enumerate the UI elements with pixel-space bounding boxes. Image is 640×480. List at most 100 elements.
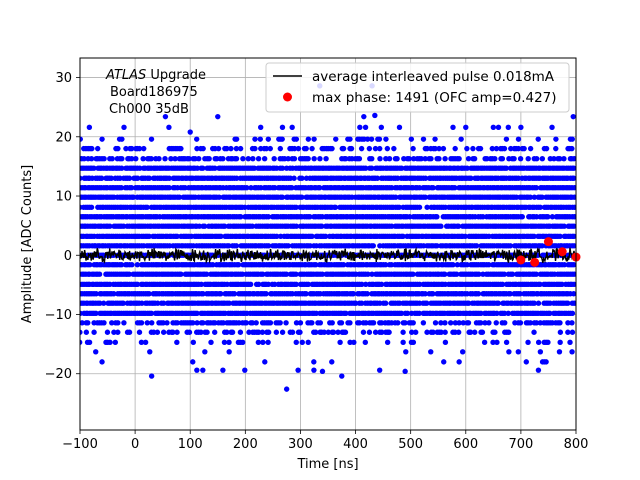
sample-point	[156, 156, 162, 162]
sample-point	[393, 194, 399, 200]
sample-point	[240, 339, 246, 346]
sample-point	[362, 339, 369, 346]
sample-point	[438, 320, 444, 326]
sample-point	[135, 175, 141, 181]
sample-point	[293, 223, 300, 229]
sample-point	[313, 310, 320, 317]
sample-point	[477, 145, 484, 152]
sample-point	[495, 124, 502, 131]
sample-point	[335, 329, 341, 335]
sample-point	[289, 329, 296, 335]
sample-point	[378, 124, 385, 131]
sample-point	[565, 320, 571, 326]
max-phase-point	[530, 257, 540, 267]
sample-point	[495, 300, 502, 306]
sample-point	[174, 339, 180, 346]
sample-point	[218, 233, 224, 239]
sample-point	[319, 223, 325, 229]
sample-point	[481, 339, 488, 346]
sample-point	[178, 271, 184, 277]
sample-point	[279, 329, 286, 335]
sample-point	[472, 329, 478, 335]
sample-point	[88, 204, 95, 210]
sample-point	[561, 262, 568, 268]
sample-point	[321, 329, 327, 335]
sample-point	[255, 329, 262, 335]
sample-point	[422, 291, 428, 297]
sample-point	[535, 339, 542, 346]
sample-point	[376, 367, 383, 373]
sample-point	[220, 320, 226, 326]
sample-point	[365, 271, 371, 277]
sample-point	[239, 271, 246, 277]
y-tick-label: 20	[55, 130, 72, 145]
sample-point	[279, 124, 286, 131]
sample-point	[376, 136, 383, 142]
sample-point	[447, 320, 454, 326]
sample-point	[422, 175, 429, 181]
sample-point	[368, 136, 375, 142]
sample-point	[136, 329, 143, 335]
sample-point	[386, 156, 393, 162]
sample-point	[134, 262, 141, 268]
sample-point	[160, 300, 167, 306]
sample-point	[120, 300, 127, 306]
sample-point	[490, 339, 496, 346]
sample-point	[226, 243, 232, 249]
sample-point	[279, 136, 285, 142]
sample-point	[305, 281, 312, 287]
sample-point	[450, 124, 456, 131]
sample-point	[226, 339, 232, 346]
sample-point	[262, 359, 268, 365]
sample-point	[194, 310, 200, 317]
sample-point	[420, 320, 427, 326]
sample-point	[366, 329, 373, 335]
sample-point	[215, 145, 222, 152]
sample-point	[147, 349, 153, 355]
sample-point	[265, 243, 272, 249]
sample-point	[330, 329, 337, 335]
sample-point	[137, 165, 143, 171]
sample-point	[112, 339, 119, 346]
sample-point	[299, 175, 305, 181]
sample-point	[503, 339, 510, 346]
sample-point	[430, 329, 436, 335]
sample-point	[438, 223, 444, 229]
sample-point	[146, 175, 153, 181]
sample-point	[119, 165, 125, 171]
sample-point	[111, 291, 117, 297]
sample-point	[133, 156, 139, 162]
sample-point	[220, 156, 226, 162]
x-tick-label: 400	[343, 437, 368, 452]
sample-point	[118, 262, 125, 268]
sample-point	[204, 329, 210, 335]
sample-point	[240, 156, 246, 162]
sample-point	[267, 320, 274, 326]
sample-point	[337, 339, 343, 346]
sample-point	[138, 320, 145, 326]
sample-point	[311, 359, 317, 365]
sample-point	[517, 320, 524, 326]
sample-point	[364, 291, 371, 297]
sample-point	[515, 349, 522, 355]
sample-point	[395, 320, 401, 326]
sample-point	[507, 243, 514, 249]
sample-point	[507, 291, 513, 297]
sample-point	[482, 320, 488, 326]
atlas-label: ATLAS	[105, 68, 146, 83]
sample-point	[80, 175, 83, 181]
sample-point	[309, 145, 315, 152]
sample-point	[531, 194, 538, 200]
sample-point	[160, 320, 166, 326]
sample-point	[255, 339, 262, 346]
sample-point	[535, 136, 541, 142]
sample-point-outlier	[215, 113, 221, 120]
sample-point-outlier	[490, 124, 497, 131]
sample-point	[144, 320, 150, 326]
x-tick-label: 300	[288, 437, 313, 452]
sample-point	[537, 281, 543, 287]
sample-point	[101, 300, 107, 306]
sample-point	[547, 310, 553, 317]
sample-point	[424, 204, 430, 210]
sample-point	[438, 329, 444, 335]
